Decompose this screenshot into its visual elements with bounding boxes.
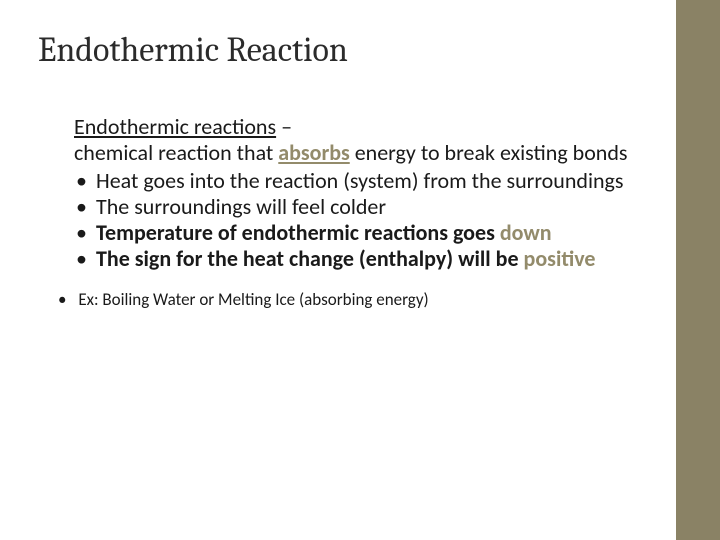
bullet-item: The sign for the heat change (enthalpy) … xyxy=(74,246,650,272)
slide-title: Endothermic Reaction xyxy=(38,30,650,70)
bullet-item: Temperature of endothermic reactions goe… xyxy=(74,220,650,246)
example-text: Ex: Boiling Water or Melting Ice (absorb… xyxy=(78,289,428,310)
bullet-item: Heat goes into the reaction (system) fro… xyxy=(74,168,650,194)
definition-keyword: absorbs xyxy=(278,139,349,166)
bullet-text-bold: The sign for the heat change (enthalpy) … xyxy=(96,245,524,272)
definition-line: Endothermic reactions – xyxy=(74,114,650,140)
body-block: Endothermic reactions – chemical reactio… xyxy=(38,114,650,272)
decorative-sidebar xyxy=(676,0,720,540)
bullet-accent-word: down xyxy=(500,219,552,246)
definition-pre: chemical reaction that xyxy=(74,139,278,166)
bullet-text: The surroundings will feel colder xyxy=(96,193,386,220)
definition-body: chemical reaction that absorbs energy to… xyxy=(74,140,650,166)
bullet-text: Heat goes into the reaction (system) fro… xyxy=(96,167,624,194)
definition-term: Endothermic reactions xyxy=(74,113,276,140)
bullet-item: The surroundings will feel colder xyxy=(74,194,650,220)
bullet-text-bold: Temperature of endothermic reactions goe… xyxy=(96,219,500,246)
bullet-list: Heat goes into the reaction (system) fro… xyxy=(74,168,650,272)
definition-post: energy to break existing bonds xyxy=(350,139,628,166)
definition-dash: – xyxy=(276,113,292,140)
bullet-accent-word: positive xyxy=(524,245,596,272)
slide-content: Endothermic Reaction Endothermic reactio… xyxy=(0,0,720,310)
example-line: Ex: Boiling Water or Melting Ice (absorb… xyxy=(38,290,650,310)
